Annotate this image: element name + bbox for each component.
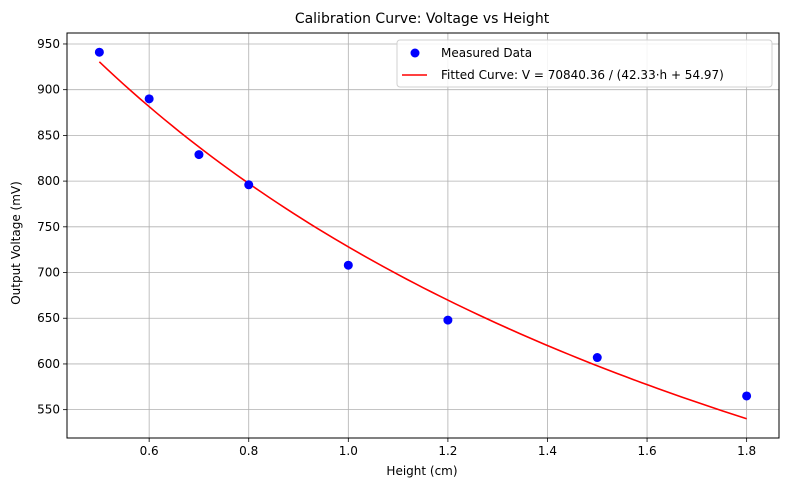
legend-label: Fitted Curve: V = 70840.36 / (42.33·h + … [441,68,724,82]
x-axis: 0.6 0.8 1.0 1.2 1.4 1.6 1.8 [140,438,756,458]
data-point [443,315,453,325]
legend: Measured Data Fitted Curve: V = 70840.36 … [396,39,773,88]
x-tick-label: 1.8 [737,444,756,458]
x-tick-label: 0.6 [140,444,159,458]
y-tick-label: 900 [37,83,60,97]
chart-title: Calibration Curve: Voltage vs Height [295,11,550,27]
y-tick-label: 750 [37,220,60,234]
data-point [144,94,154,104]
y-tick-label: 800 [37,174,60,188]
legend-box [396,39,773,88]
y-tick-label: 700 [37,266,60,280]
x-axis-label: Height (cm) [386,464,457,478]
y-tick-label: 850 [37,128,60,142]
data-point [742,391,752,401]
y-axis-label: Output Voltage (mV) [9,181,23,305]
x-tick-label: 1.2 [438,444,457,458]
series-layer [94,47,752,420]
data-point [194,150,204,160]
data-point [94,47,104,57]
fitted-curve-line [98,61,747,420]
y-tick-label: 600 [37,357,60,371]
y-tick-label: 650 [37,311,60,325]
legend-label: Measured Data [441,46,532,60]
y-axis: 550 600 650 700 750 800 850 900 950 [37,37,67,417]
x-tick-label: 0.8 [239,444,258,458]
x-tick-label: 1.4 [538,444,557,458]
y-tick-label: 950 [37,37,60,51]
y-tick-label: 550 [37,403,60,417]
data-point [592,353,602,363]
data-point [343,260,353,270]
x-tick-label: 1.0 [339,444,358,458]
grid [67,33,779,438]
data-point [244,180,254,190]
x-tick-label: 1.6 [638,444,657,458]
legend-marker [410,48,420,58]
plot-frame [66,32,780,439]
